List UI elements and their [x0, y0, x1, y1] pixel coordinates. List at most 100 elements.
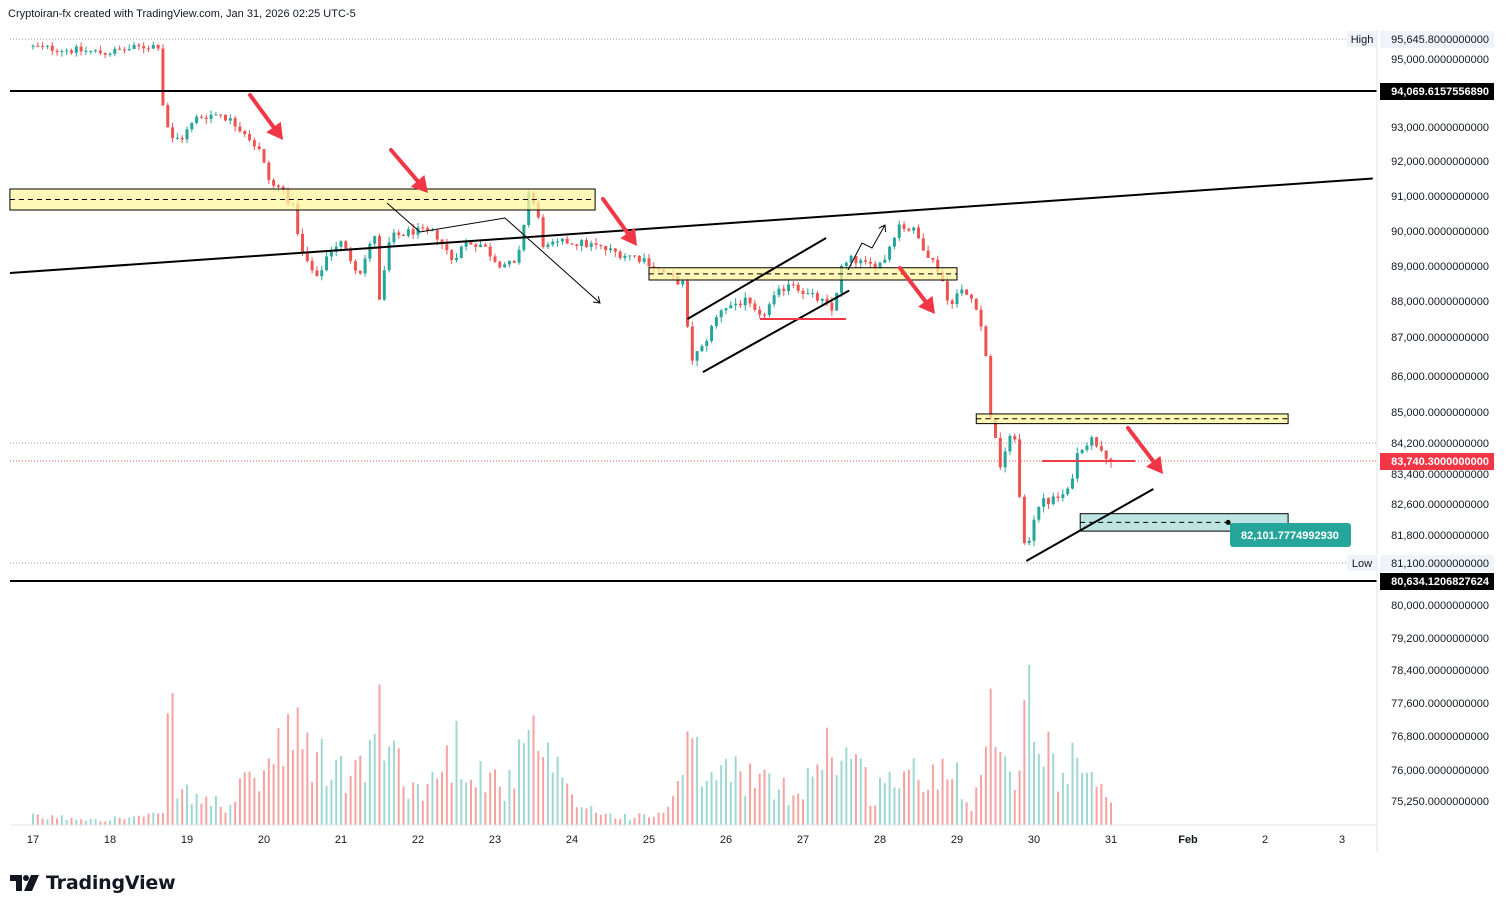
down-arrow-5: [1126, 426, 1163, 474]
candle-body: [897, 224, 901, 238]
volume-bar: [614, 818, 617, 825]
price-axis-label: 85,000.0000000000: [1391, 407, 1489, 419]
volume-bar: [720, 765, 723, 825]
candle-body: [868, 261, 872, 264]
volume-bar: [104, 821, 107, 825]
candle-body: [912, 227, 916, 231]
price-axis-label: 77,600.0000000000: [1391, 698, 1489, 710]
candle-body: [238, 126, 242, 132]
volume-bar: [56, 818, 59, 825]
volume-bar: [426, 784, 429, 825]
volume-bar: [561, 777, 564, 825]
volume-bar: [229, 804, 232, 825]
volume-bar: [51, 815, 54, 825]
candle-body: [835, 292, 839, 311]
down-arrow-head: [1146, 455, 1163, 474]
candle-body: [180, 137, 184, 140]
candle-body: [276, 185, 280, 188]
drawings-layer: 82,101.7774992930: [9, 38, 1377, 582]
volume-bar: [1013, 790, 1016, 825]
volume-bar: [710, 772, 713, 825]
volume-bar: [691, 738, 694, 825]
volume-bar: [1023, 700, 1026, 825]
candle-body: [79, 46, 83, 52]
volume-bar: [267, 758, 270, 825]
candle-body: [397, 232, 401, 236]
price-label-box: [1380, 453, 1494, 470]
price-label-box: [1380, 83, 1494, 100]
volume-bar: [118, 817, 121, 825]
volume-bar: [643, 814, 646, 825]
candle-body: [190, 122, 194, 130]
volume-bar: [455, 720, 458, 825]
candle-body: [55, 50, 59, 53]
candle-body: [233, 118, 237, 127]
volume-bar: [474, 787, 477, 825]
down-arrow-head: [918, 295, 935, 314]
volume-bar: [927, 790, 930, 825]
volume-bar: [1105, 797, 1108, 825]
volume-pane: [32, 664, 1112, 825]
candle-body: [60, 51, 64, 53]
volume-bar: [941, 758, 944, 825]
candle-body: [594, 243, 598, 245]
volume-bar: [287, 714, 290, 825]
candle-body: [329, 251, 333, 257]
candle-body: [103, 53, 107, 55]
volume-bar: [845, 747, 848, 825]
volume-bar: [1076, 757, 1079, 825]
volume-bar: [749, 763, 752, 825]
volume-bar: [263, 770, 265, 825]
price-label-box: [1380, 555, 1494, 572]
time-axis-label: 20: [258, 834, 270, 846]
candle-body: [637, 255, 641, 262]
candle-body: [989, 356, 993, 420]
volume-bar: [234, 801, 237, 825]
candle-body: [541, 217, 545, 247]
volume-bar: [864, 767, 867, 825]
volume-bar: [253, 778, 256, 825]
candle-body: [430, 230, 434, 232]
volume-bar: [407, 798, 410, 825]
candle-body: [565, 238, 569, 244]
volume-bar: [931, 764, 934, 825]
volume-bar: [623, 813, 626, 825]
volume-bar: [330, 779, 333, 825]
volume-bar: [508, 769, 511, 825]
volume-bar: [686, 731, 689, 825]
candle-body: [1099, 446, 1103, 451]
volume-bar: [768, 773, 771, 825]
volume-bar: [1008, 771, 1011, 825]
volume-bar: [951, 779, 954, 825]
time-axis-label: 19: [181, 834, 193, 846]
candle-body: [969, 294, 973, 299]
candle-body: [296, 203, 300, 234]
volume-bar: [879, 777, 881, 825]
volume-bar: [277, 728, 280, 825]
candle-body: [546, 244, 550, 247]
time-axis-label: Feb: [1178, 834, 1198, 846]
price-tag-box: [1347, 555, 1378, 571]
volume-bar: [306, 732, 309, 825]
price-tag-box: [1347, 31, 1378, 47]
tradingview-logo[interactable]: TradingView: [10, 871, 176, 895]
candle-body: [479, 244, 483, 248]
candle-body: [811, 293, 815, 295]
candle-body: [151, 45, 155, 49]
volume-bar: [994, 747, 997, 825]
volume-bar: [648, 817, 650, 825]
candle-body: [748, 297, 752, 304]
price-label-text: 80,634.1206827624: [1391, 576, 1490, 588]
down-arrow-shaft: [389, 148, 424, 188]
volume-bar: [1028, 664, 1031, 825]
volume-bar: [571, 794, 573, 825]
volume-bar: [705, 780, 708, 825]
time-axis-label: 27: [797, 834, 809, 846]
candle-body: [45, 45, 49, 47]
volume-bar: [1090, 771, 1093, 825]
down-arrow-shaft: [898, 266, 931, 309]
target-label-box: [1230, 523, 1351, 547]
volume-bar: [368, 740, 371, 825]
volume-bar: [378, 684, 381, 825]
